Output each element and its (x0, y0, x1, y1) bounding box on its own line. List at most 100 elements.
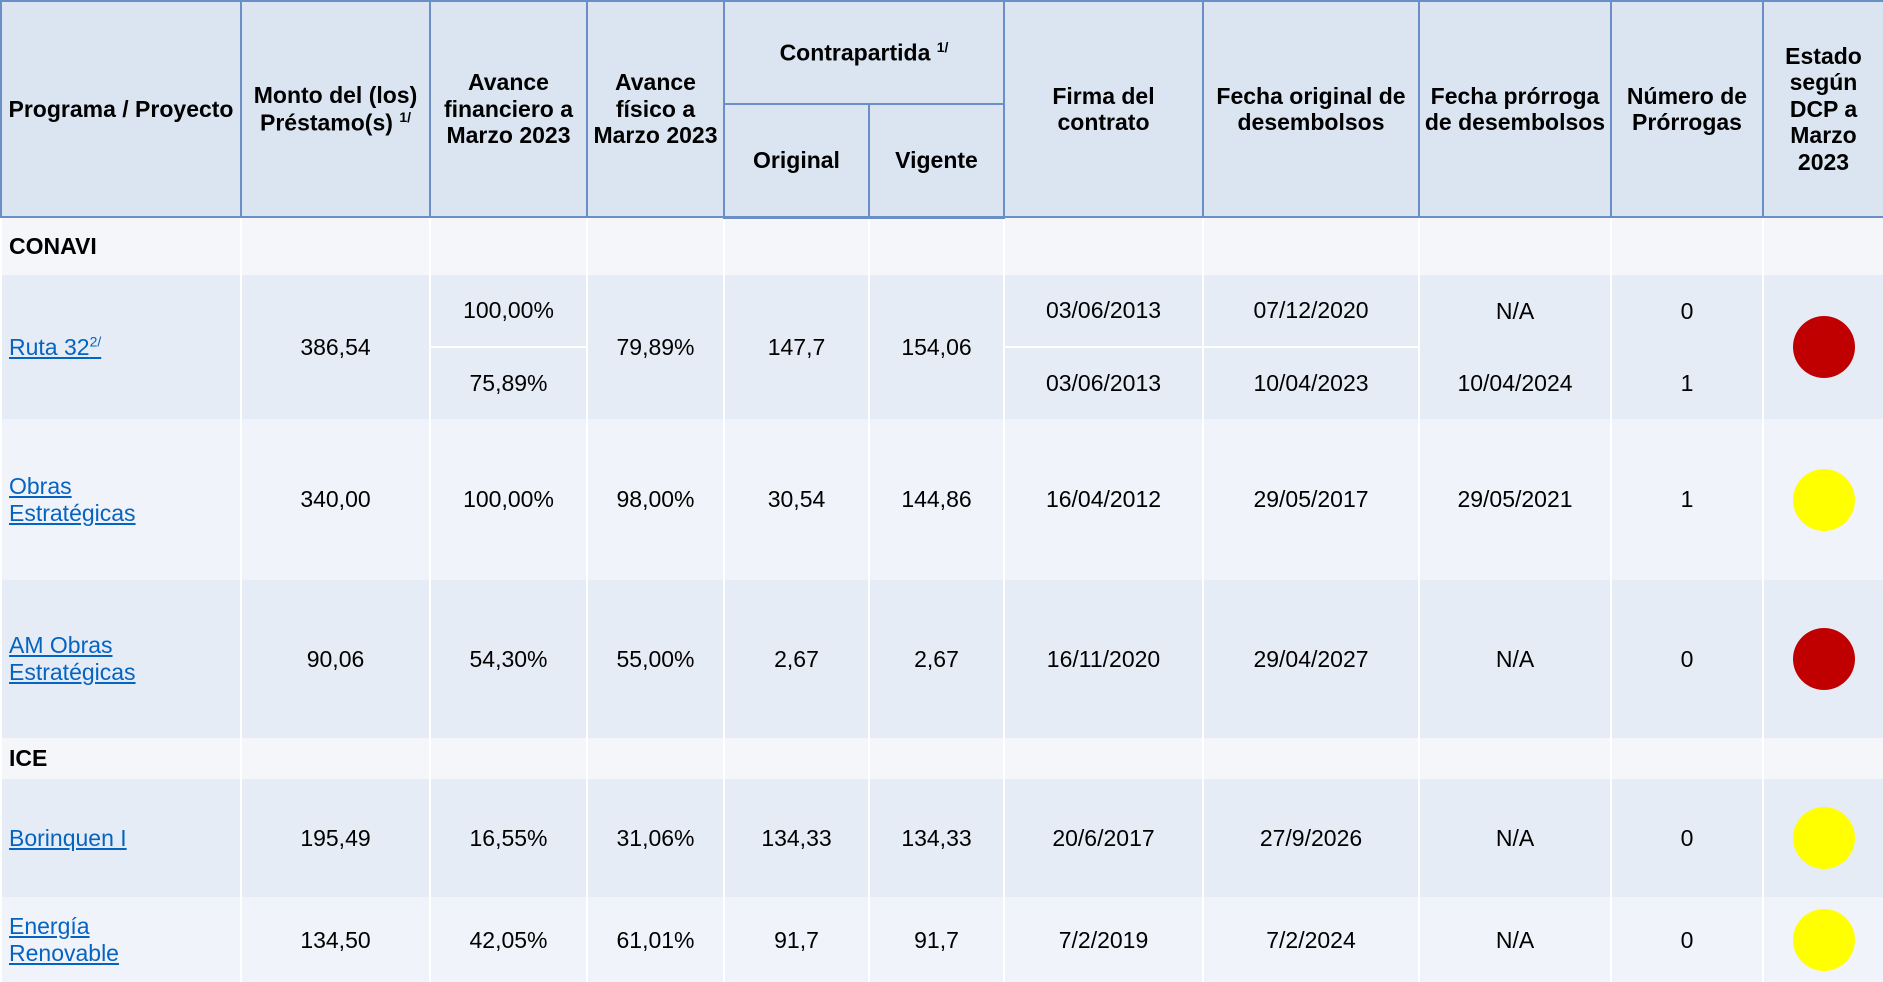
cell: 91,7 (723, 897, 870, 982)
header-text: Programa / Proyecto (8, 95, 234, 122)
header-cell: Avance financiero a Marzo 2023 (429, 0, 588, 218)
header-text: Fecha original de desembolsos (1216, 82, 1406, 135)
cell: 42,05% (429, 897, 588, 982)
cell: 134,33 (868, 779, 1005, 897)
status-dot (1792, 909, 1855, 971)
header-cell: Número de Prórrogas (1610, 0, 1764, 218)
header-cell: Contrapartida 1/ (723, 0, 1005, 105)
cell: 31,06% (586, 779, 725, 897)
cell-text: 16,55% (469, 824, 548, 851)
project-name-cell: AM Obras Estratégicas (0, 580, 242, 738)
status-cell (1762, 275, 1883, 419)
cell: 29/05/2017 (1202, 419, 1420, 580)
empty-cell (429, 738, 588, 779)
header-cell: Original (723, 103, 870, 219)
header-cell: Firma del contrato (1003, 0, 1204, 218)
project-link[interactable]: Obras Estratégicas (9, 473, 136, 526)
cell-text: 07/12/2020 (1253, 297, 1369, 323)
cell: 195,49 (240, 779, 431, 897)
cell-text: 0 (1680, 297, 1694, 324)
project-row: Ruta 322/386,54 100,00% 79,89% 147,7 154,06 0… (0, 275, 1883, 419)
cell: 1 (1610, 347, 1764, 419)
cell: 100,00% (429, 419, 588, 580)
header-cell: Avance físico a Marzo 2023 (586, 0, 725, 218)
empty-cell (1762, 738, 1883, 779)
header-text: Original (753, 147, 840, 174)
footnote-mark: 2/ (89, 333, 102, 350)
project-link[interactable]: Energía Renovable (9, 913, 119, 966)
cell: 7/2/2019 (1003, 897, 1204, 982)
table-body: CONAVI Ruta 322/386,54 100,00% 79,89% 147,7 1… (0, 217, 1883, 982)
status-dot (1792, 628, 1855, 690)
empty-cell (1003, 217, 1204, 275)
status-cell (1762, 897, 1883, 982)
project-name: Ruta 32 (9, 333, 90, 360)
footnote-mark: 1/ (399, 108, 411, 125)
cell-text: 90,06 (306, 645, 365, 672)
empty-cell (586, 738, 725, 779)
empty-cell (1610, 217, 1764, 275)
project-name-cell: Energía Renovable (0, 897, 242, 982)
cell: 54,30% (429, 580, 588, 738)
cell: 2,67 (868, 580, 1005, 738)
cell: 100,00% (429, 275, 588, 348)
cell: 30,54 (723, 419, 870, 580)
project-name-cell: Ruta 322/ (0, 275, 242, 419)
cell: 29/04/2027 (1202, 580, 1420, 738)
cell: 0 (1610, 580, 1764, 738)
cell-text: 147,7 (767, 333, 826, 360)
cell-text: N/A (1495, 824, 1535, 851)
cell: 16,55% (429, 779, 588, 897)
project-name: AM Obras Estratégicas (9, 632, 136, 685)
cell-text: N/A (1495, 645, 1535, 672)
group-name: ICE (9, 745, 48, 771)
project-name-cell: Obras Estratégicas (0, 419, 242, 580)
cell-text: 91,7 (914, 926, 959, 953)
header-cell: Vigente (868, 103, 1005, 219)
cell-text: 98,00% (616, 486, 695, 512)
cell-text: 2,67 (774, 645, 819, 672)
project-row: Obras Estratégicas 340,00 100,00% 98,00% 30,… (0, 419, 1883, 580)
cell: 154,06 (868, 275, 1005, 419)
header-text: Avance físico a Marzo 2023 (593, 69, 718, 149)
cell-text: 1 (1680, 369, 1694, 396)
cell: 134,33 (723, 779, 870, 897)
cell-text: 29/04/2027 (1253, 645, 1369, 672)
cell: 75,89% (429, 347, 588, 419)
cell-text: 7/2/2024 (1266, 926, 1356, 953)
cell-text: 195,49 (300, 824, 371, 851)
cell-text: 340,00 (300, 486, 371, 512)
cell-text: 29/05/2021 (1457, 486, 1573, 512)
cell: 29/05/2021 (1418, 419, 1612, 580)
cell-text: N/A (1495, 926, 1535, 953)
project-link[interactable]: AM Obras Estratégicas (9, 632, 136, 685)
cell-text: 61,01% (616, 926, 695, 953)
project-name: Borinquen I (9, 824, 127, 851)
cell-text: 100,00% (463, 486, 554, 512)
empty-cell (723, 738, 870, 779)
project-name: Obras Estratégicas (9, 472, 136, 526)
header-text: Avance financiero a Marzo 2023 (443, 69, 574, 149)
empty-cell (1202, 738, 1420, 779)
cell-text: 1 (1680, 486, 1694, 512)
empty-cell (1762, 217, 1883, 275)
cell: N/A (1418, 275, 1612, 347)
empty-cell (723, 217, 870, 275)
header-cell: Fecha original de desembolsos (1202, 0, 1420, 218)
status-dot (1792, 316, 1855, 378)
cell: 91,7 (868, 897, 1005, 982)
project-link[interactable]: Borinquen I (9, 825, 127, 851)
cell: 386,54 (240, 275, 431, 419)
cell: 20/6/2017 (1003, 779, 1204, 897)
cell-text: 0 (1680, 645, 1694, 672)
cell-text: 386,54 (300, 333, 371, 360)
group-name: CONAVI (9, 233, 97, 259)
header-text: Fecha prórroga de desembolsos (1424, 82, 1606, 135)
project-link[interactable]: Ruta 322/ (9, 333, 102, 360)
group-cell: CONAVI (0, 217, 242, 275)
cell-text: 27/9/2026 (1259, 824, 1363, 851)
empty-cell (240, 217, 431, 275)
project-row: Energía Renovable 134,50 42,05% 61,01% 91,7 9… (0, 897, 1883, 982)
header-cell: Fecha prórroga de desembolsos (1418, 0, 1612, 218)
status-dot (1792, 807, 1855, 869)
